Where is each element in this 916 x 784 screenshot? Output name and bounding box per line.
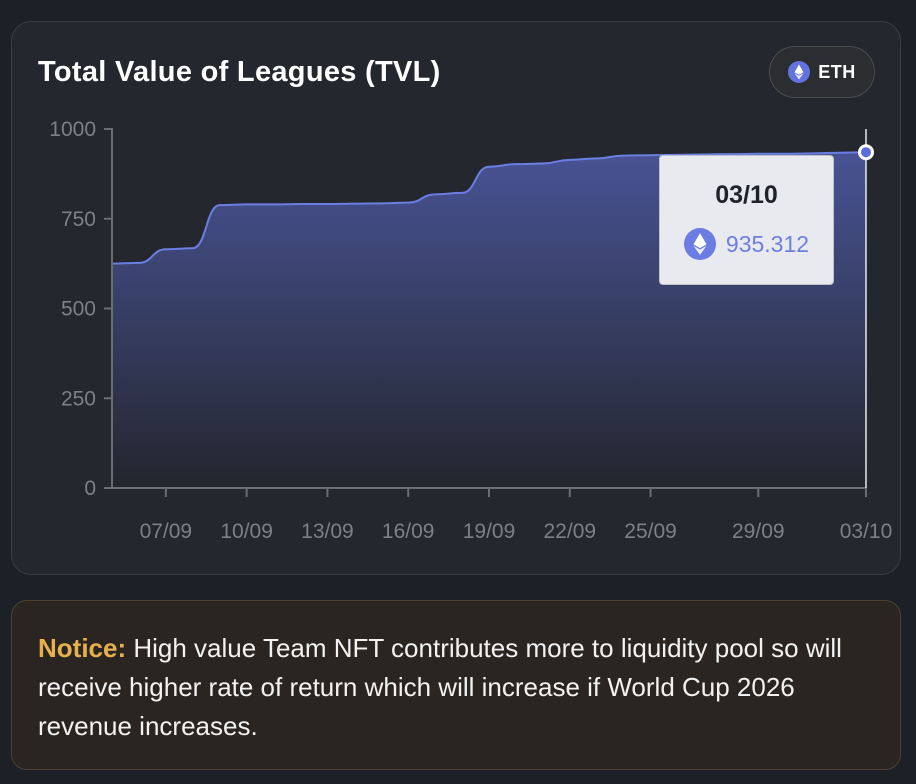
y-tick-label: 750: [61, 208, 96, 231]
tooltip-date: 03/10: [715, 181, 778, 209]
x-tick-label: 16/09: [382, 520, 435, 543]
x-tick-label: 07/09: [140, 520, 193, 543]
highlight-point: [861, 147, 871, 158]
currency-select-button[interactable]: ETH: [769, 46, 875, 98]
x-tick-label: 25/09: [624, 520, 677, 543]
y-tick-label: 1000: [49, 118, 96, 141]
chart-tooltip: 03/10 935.312: [659, 155, 834, 285]
x-tick-label: 22/09: [544, 520, 597, 543]
y-tick-label: 0: [84, 477, 96, 500]
x-tick-label: 13/09: [301, 520, 354, 543]
notice-heading: Notice:: [38, 633, 127, 663]
ethereum-icon: [683, 228, 716, 260]
ethereum-icon: [788, 61, 811, 83]
tooltip-value: 935.312: [725, 230, 810, 257]
y-tick-label: 250: [61, 387, 96, 410]
tooltip-value-row: 935.312: [660, 228, 833, 260]
chart-line: [111, 151, 867, 265]
card-title: Total Value of Leagues (TVL): [38, 56, 441, 88]
x-tick-label: 19/09: [463, 520, 516, 543]
x-tick-label: 29/09: [732, 520, 785, 543]
x-tick-label: 03/10: [840, 520, 893, 543]
tvl-area-chart: 0 250 500 750 1000 07/09 10/09 13/09 16/09 19/09 2…: [49, 118, 893, 543]
x-tick-label: 10/09: [220, 520, 273, 543]
y-tick-label: 500: [61, 298, 96, 321]
notice-box: Notice: High value Team NFT contributes …: [11, 600, 901, 770]
notice-text: High value Team NFT contributes more to …: [38, 633, 842, 741]
currency-label: ETH: [818, 61, 856, 82]
